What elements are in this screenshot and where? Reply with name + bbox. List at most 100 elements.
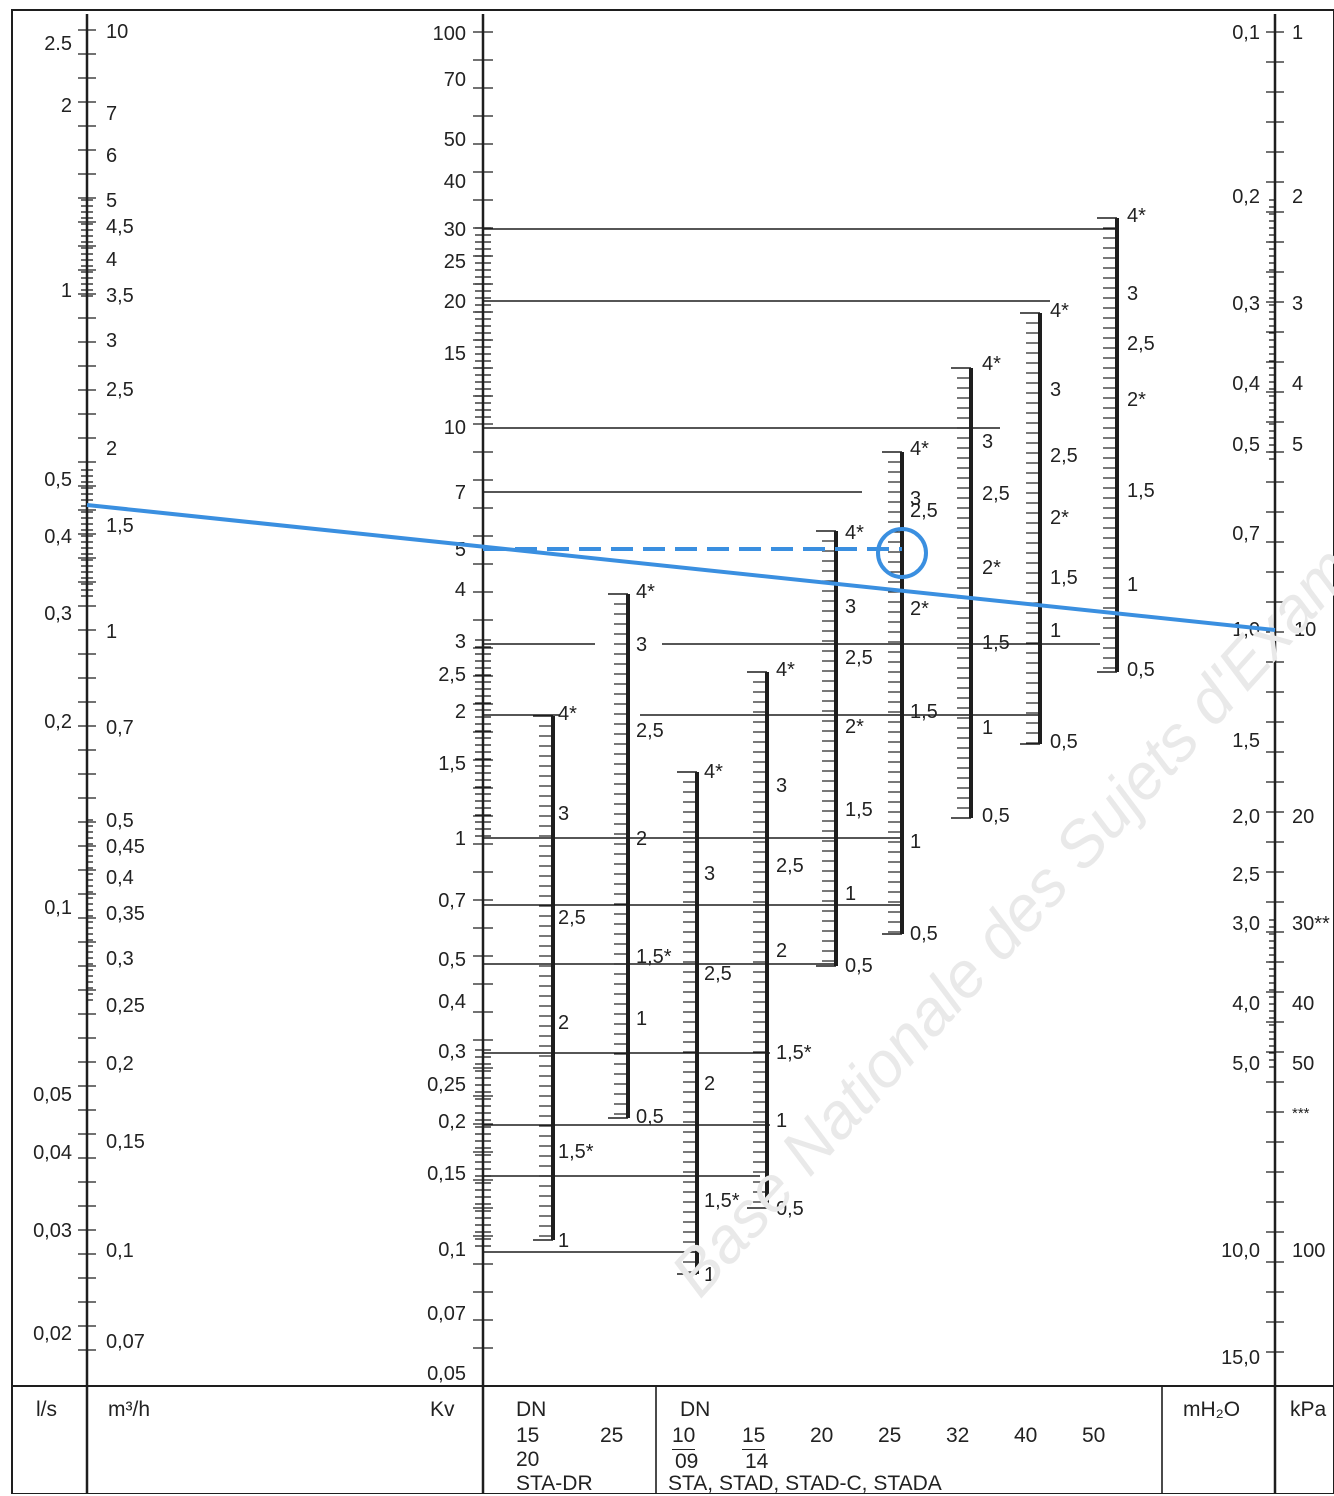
valve-label: 2* <box>1050 507 1069 529</box>
valve-label: 1 <box>558 1230 569 1252</box>
valve-label: 1,5* <box>776 1042 812 1064</box>
tick-label: 0,5 <box>44 469 72 491</box>
valve-label: 2* <box>1127 389 1146 411</box>
tick-label: 5 <box>106 190 117 212</box>
tick-label: 2,5 <box>106 379 134 401</box>
valve-label: 4* <box>845 522 864 544</box>
tick-label: 6 <box>106 145 117 167</box>
valve-label: 1,5 <box>1127 480 1155 502</box>
tick-label: 0,02 <box>33 1323 72 1345</box>
tick-label: 0,15 <box>106 1131 145 1153</box>
tick-label: 3,0 <box>1232 913 1260 935</box>
tick-label: 0,35 <box>106 903 145 925</box>
reference-lines <box>483 228 1118 1253</box>
dn-32: 32 <box>946 1424 970 1447</box>
tick-label: 0,2 <box>438 1111 466 1133</box>
tick-label: 4,5 <box>106 216 134 238</box>
valve-label: 2,5 <box>558 907 586 929</box>
scale-kpa-labels: 1 2 3 4 5 10 20 30** 40 50 *** 100 <box>1292 22 1330 1262</box>
valve-label: 3 <box>704 863 715 885</box>
tick-label: 0,5 <box>438 949 466 971</box>
scale-ls-labels: 2.5 2 1 0,5 0,4 0,3 0,2 0,1 0,05 0,04 0,… <box>33 33 72 1345</box>
dn-sub-09: 09 <box>675 1450 699 1473</box>
tick-label: 0,15 <box>427 1163 466 1185</box>
valve-label: 3 <box>558 803 569 825</box>
scale-mh2o-labels: 0,1 0,2 0,3 0,4 0,5 0,7 1,0 1,5 2,0 2,5 … <box>1221 22 1260 1369</box>
unit-mh2o: mH₂O <box>1183 1398 1241 1421</box>
tick-label: 3 <box>1292 293 1303 315</box>
valve-label: 0,5 <box>636 1106 664 1128</box>
tick-label: 4 <box>106 249 117 271</box>
dn-25-sta-dr: 25 <box>600 1424 624 1447</box>
tick-label: 2 <box>61 95 72 117</box>
tick-label: 0,03 <box>33 1220 72 1242</box>
tick-label: 100 <box>1292 1240 1325 1262</box>
tick-label: 1,5 <box>438 753 466 775</box>
dn-20-sta-dr: 20 <box>516 1448 540 1471</box>
valve-label: 3 <box>1127 283 1138 305</box>
valve-label: 1,5* <box>636 946 672 968</box>
valve-label: 4* <box>910 438 929 460</box>
scale-kv-labels: 100 70 50 40 30 25 20 15 10 7 5 4 3 2,5 … <box>427 23 466 1385</box>
tick-label: 10 <box>106 21 128 43</box>
tick-label: 0,7 <box>106 717 134 739</box>
valve-label: 0,5 <box>1127 659 1155 681</box>
valve-label: 0,5 <box>1050 731 1078 753</box>
valve-label: 1 <box>1050 620 1061 642</box>
tick-label: 20 <box>1292 806 1314 828</box>
valve-label: 4* <box>982 353 1001 375</box>
tick-label: 0,5 <box>1232 434 1260 456</box>
tick-label: 0,4 <box>438 991 466 1013</box>
tick-label: 10,0 <box>1221 1240 1260 1262</box>
valve-label: 3 <box>1050 379 1061 401</box>
valve-label: 1,5 <box>982 632 1010 654</box>
tick-label: 70 <box>444 69 466 91</box>
tick-label: 1 <box>455 828 466 850</box>
unit-kpa: kPa <box>1290 1398 1327 1421</box>
valve-label: 0,5 <box>845 955 873 977</box>
tick-label: 0,3 <box>44 603 72 625</box>
tick-label: 0,5 <box>106 810 134 832</box>
tick-label: 0,45 <box>106 836 145 858</box>
valve-label: 2,5 <box>845 647 873 669</box>
valve-label: 1 <box>845 883 856 905</box>
tick-label: 2,5 <box>438 664 466 686</box>
dn-15-sta-dr: 15 <box>516 1424 540 1447</box>
tick-label: 30** <box>1292 913 1330 935</box>
tick-label: 50 <box>444 129 466 151</box>
valve-scale-labels: 4* 3 2,5 2 1,5* 1 4* 3 2,5 2 1,5* 1 0,5 … <box>558 205 1155 1286</box>
valve-label: 4* <box>776 659 795 681</box>
valve-label: 2,5 <box>704 963 732 985</box>
dn-25: 25 <box>878 1424 902 1447</box>
valve-name-sta: STA, STAD, STAD-C, STADA <box>668 1472 942 1495</box>
valve-label: 2* <box>910 598 929 620</box>
valve-label: 1,5 <box>910 701 938 723</box>
valve-label: 1 <box>982 717 993 739</box>
tick-label: 4 <box>455 579 466 601</box>
reading-construction <box>86 503 1276 632</box>
tick-label: 0,07 <box>106 1331 145 1353</box>
tick-label: 0,2 <box>106 1053 134 1075</box>
tick-label: 0,4 <box>44 526 72 548</box>
valve-label: 1,5* <box>558 1141 594 1163</box>
valve-label: 0,5 <box>910 923 938 945</box>
valve-label: 1,5* <box>704 1190 740 1212</box>
tick-label: 5 <box>455 539 466 561</box>
tick-label: 3 <box>106 330 117 352</box>
tick-label: 0,04 <box>33 1142 72 1164</box>
valve-label: 2,5 <box>636 720 664 742</box>
tick-label: 0,2 <box>1232 186 1260 208</box>
scale-m3h-labels: 10 7 6 5 4,5 4 3,5 3 2,5 2 1,5 1 0,7 0,5… <box>106 21 145 1353</box>
valve-label: 1 <box>1127 574 1138 596</box>
tick-label: 100 <box>433 23 466 45</box>
tick-label: 2 <box>455 701 466 723</box>
valve-label: 3 <box>776 775 787 797</box>
tick-label: 40 <box>444 171 466 193</box>
tick-label: 0,2 <box>44 711 72 733</box>
valve-label: 3 <box>982 431 993 453</box>
tick-label: 2 <box>1292 186 1303 208</box>
footer-units: l/s m³/h Kv mH₂O kPa DN 15 25 20 STA-DR … <box>0 1386 1334 1495</box>
tick-label: 2,0 <box>1232 806 1260 828</box>
tick-label: 0,4 <box>106 867 134 889</box>
